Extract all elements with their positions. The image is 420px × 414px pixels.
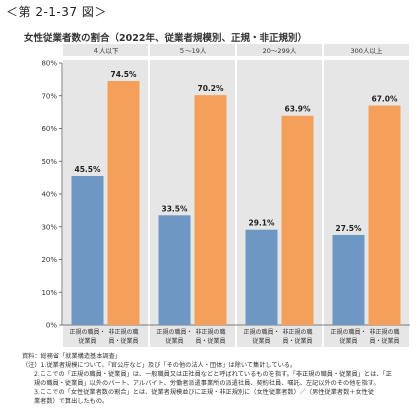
bar-value-label: 70.2% xyxy=(197,84,224,93)
bar xyxy=(107,81,140,325)
y-tick-label: 0% xyxy=(46,322,57,330)
y-tick-label: 80% xyxy=(41,60,57,68)
category-label: 非正規の職 xyxy=(369,328,399,336)
note-line: 2.ここでの「正規の職員・従業員」は、一般職員又は正社員などと呼ばれているものを… xyxy=(34,371,392,378)
bar-value-label: 27.5% xyxy=(335,224,362,233)
y-tick-label: 60% xyxy=(41,125,57,133)
category-label: 正規の職員・ xyxy=(156,328,192,336)
note-line: 規の職員・従業員」以外のパート、アルバイト、労働者派遣事業所の派遣社員、契約社員… xyxy=(34,380,380,387)
bar-value-label: 67.0% xyxy=(371,95,398,104)
y-tick-label: 50% xyxy=(41,158,57,166)
bar-value-label: 29.1% xyxy=(248,219,275,228)
bar-value-label: 45.5% xyxy=(74,165,101,174)
category-label: 正規の職員・ xyxy=(330,328,366,336)
bar-value-label: 63.9% xyxy=(284,105,311,114)
y-tick-label: 30% xyxy=(41,223,57,231)
category-label: 員・従業員 xyxy=(108,337,138,345)
figure-label: ＜第 2-1-37 図＞ xyxy=(6,5,107,19)
category-label: 従業員 xyxy=(78,337,96,345)
group-header-bg xyxy=(150,44,235,56)
category-label: 員・従業員 xyxy=(369,337,399,345)
note-line: （注）1.従業者規模について、「官公庁など」及び「その他の法人・団体」は除いて集… xyxy=(22,362,297,369)
category-label: 非正規の職 xyxy=(108,328,138,336)
category-label: 正規の職員・ xyxy=(243,328,279,336)
category-label: 非正規の職 xyxy=(282,328,312,336)
bar-value-label: 33.5% xyxy=(161,204,188,213)
chart-title: 女性従業者数の割合（2022年、従業者規模別、正規・非正規別） xyxy=(24,33,307,44)
note-line: 3.ここでの「女性従業者数の割合」とは、従業者規模並びに正規・非正規別に（女性従… xyxy=(34,389,375,396)
y-tick-label: 20% xyxy=(41,256,57,264)
group-header-bg xyxy=(324,44,409,56)
bar xyxy=(158,215,191,325)
category-label: 従業員 xyxy=(252,337,270,345)
category-label: 員・従業員 xyxy=(195,337,225,345)
category-label: 従業員 xyxy=(165,337,183,345)
bar xyxy=(245,229,278,325)
group-header-bg xyxy=(63,44,148,56)
group-header-label: 20〜299人 xyxy=(263,47,297,55)
chart-notes: 資料：総務省「就業構造基本調査」 （注）1.従業者規模について、「官公庁など」及… xyxy=(22,352,414,406)
y-tick-label: 10% xyxy=(41,289,57,297)
bar xyxy=(281,115,314,325)
category-label: 員・従業員 xyxy=(282,337,312,345)
category-label: 正規の職員・ xyxy=(69,328,105,336)
category-label: 従業員 xyxy=(339,337,357,345)
note-line: 業者数）で算出したもの。 xyxy=(34,398,109,405)
bar xyxy=(332,234,365,325)
group-header-bg xyxy=(237,44,322,56)
bar-value-label: 74.5% xyxy=(110,70,137,79)
bar xyxy=(71,175,104,325)
category-label: 非正規の職 xyxy=(195,328,225,336)
group-header-label: ４人以下 xyxy=(93,47,120,55)
source-note: 資料：総務省「就業構造基本調査」 xyxy=(22,353,121,360)
group-header-label: ５〜19人 xyxy=(179,47,207,55)
y-tick-label: 70% xyxy=(41,92,57,100)
y-tick-label: 40% xyxy=(41,191,57,199)
bar xyxy=(194,95,227,325)
group-header-label: 300人以上 xyxy=(351,46,383,55)
bar xyxy=(368,105,401,325)
